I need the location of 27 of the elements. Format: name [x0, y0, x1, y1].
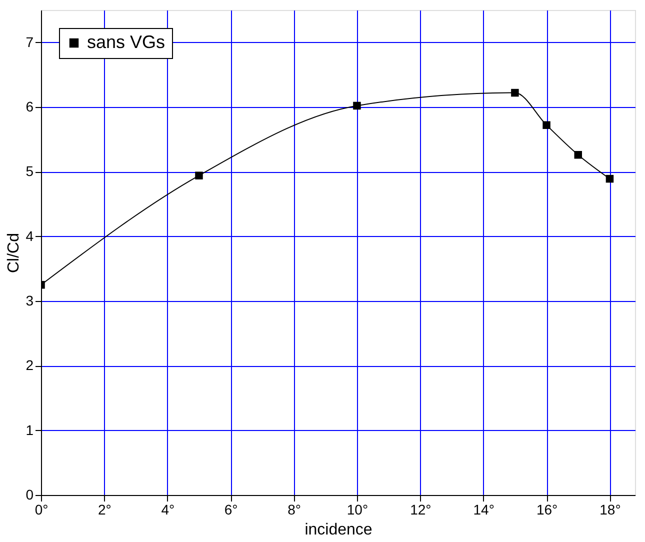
x-tick-label: 8° — [288, 502, 301, 518]
y-tick-label: 2 — [26, 357, 34, 374]
y-tick-label: 6 — [26, 98, 34, 114]
x-tick-label: 10° — [346, 502, 368, 518]
point — [542, 121, 550, 129]
point — [511, 88, 519, 97]
x-tick-label: 18° — [600, 502, 621, 518]
y-axis-title: Cl/Cd — [6, 232, 23, 274]
x-tick-label: 16° — [536, 502, 558, 518]
x-tick-label: 4° — [161, 502, 175, 518]
y-tick-label: 3 — [26, 292, 34, 308]
y-tick-label: 1 — [26, 422, 34, 438]
x-tick-label: 12° — [410, 502, 432, 518]
x-tick-label: 2° — [98, 502, 112, 518]
x-axis-title: incidence — [304, 522, 372, 538]
point — [606, 174, 614, 183]
y-tick-label: 4 — [26, 228, 34, 244]
x-tick-label: 0° — [34, 502, 48, 518]
point — [195, 172, 203, 180]
point — [574, 150, 582, 159]
y-tick-label: 7 — [26, 34, 34, 50]
point — [353, 102, 361, 110]
y-tick-label: 5 — [26, 163, 34, 180]
x-tick-label: 14° — [473, 502, 494, 518]
y-tick-label: 0 — [26, 486, 34, 502]
x-tick-label: 6° — [224, 502, 238, 518]
legend-label: sans VGs — [87, 32, 166, 52]
